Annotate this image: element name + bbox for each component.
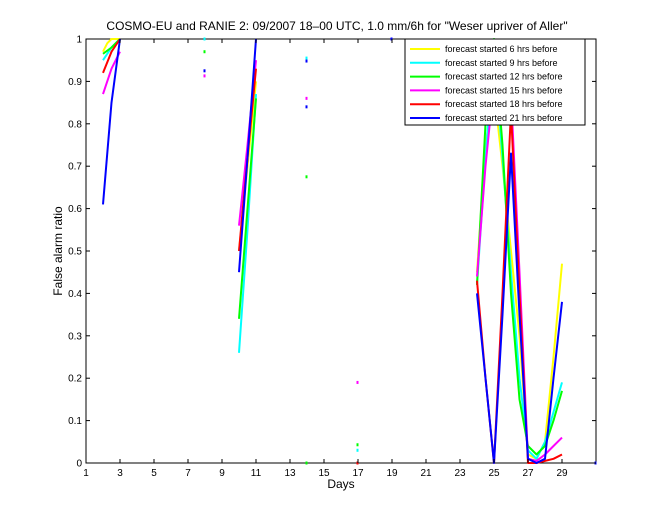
x-tick-label: 1 xyxy=(83,468,89,479)
x-tick-label: 29 xyxy=(556,468,568,479)
y-axis-label: False alarm ratio xyxy=(51,206,65,296)
x-tick-label: 15 xyxy=(318,468,330,479)
series-5-line-segment xyxy=(476,152,563,464)
y-tick-label: 0.2 xyxy=(68,374,82,385)
x-tick-label: 13 xyxy=(284,468,296,479)
legend-label: forecast started 18 hrs before xyxy=(445,99,563,109)
x-tick-label: 9 xyxy=(219,468,225,479)
legend-label: forecast started 9 hrs before xyxy=(445,58,558,68)
y-tick-label: 1 xyxy=(76,35,82,46)
x-tick-label: 21 xyxy=(420,468,432,479)
y-tick-label: 0 xyxy=(76,459,82,470)
x-tick-label: 19 xyxy=(386,468,398,479)
chart-title: COSMO-EU and RANIE 2: 09/2007 18–00 UTC,… xyxy=(106,19,567,33)
x-tick-label: 17 xyxy=(352,468,364,479)
x-tick-label: 7 xyxy=(185,468,191,479)
legend-box xyxy=(404,38,586,126)
legend-label: forecast started 12 hrs before xyxy=(445,72,563,82)
x-tick-label: 27 xyxy=(522,468,534,479)
x-tick-label: 11 xyxy=(251,468,262,479)
x-tick-label: 25 xyxy=(488,468,500,479)
x-tick-label: 23 xyxy=(454,468,466,479)
y-tick-label: 0.1 xyxy=(68,416,82,427)
series-0-line-segment xyxy=(102,38,120,53)
y-tick-label: 0.4 xyxy=(68,289,82,300)
y-tick-label: 0.5 xyxy=(68,247,82,258)
series-4-line-segment xyxy=(102,38,121,74)
series-5-line-segment xyxy=(238,38,257,273)
y-tick-label: 0.9 xyxy=(68,77,82,88)
y-tick-label: 0.3 xyxy=(68,331,82,342)
y-tick-label: 0.6 xyxy=(68,204,82,215)
x-axis-ticks: 1 3 5 7 9 11 13 15 17 19 21 23 25 27 29 xyxy=(83,39,568,479)
legend-label: forecast started 6 hrs before xyxy=(445,44,558,54)
legend: forecast started 6 hrs before forecast st… xyxy=(404,38,586,126)
y-tick-label: 0.8 xyxy=(68,119,82,130)
series-5-line-segment xyxy=(102,38,121,205)
series-2-line-segment xyxy=(238,98,257,319)
y-tick-label: 0.7 xyxy=(68,162,82,173)
legend-label: forecast started 15 hrs before xyxy=(445,85,563,95)
y-axis-ticks: 0 0.1 0.2 0.3 0.4 0.5 0.6 0.7 0.8 0.9 1 xyxy=(68,35,596,470)
x-tick-label: 3 xyxy=(117,468,123,479)
legend-label: forecast started 21 hrs before xyxy=(445,113,563,123)
x-tick-label: 5 xyxy=(151,468,157,479)
x-axis-label: Days xyxy=(327,477,354,491)
